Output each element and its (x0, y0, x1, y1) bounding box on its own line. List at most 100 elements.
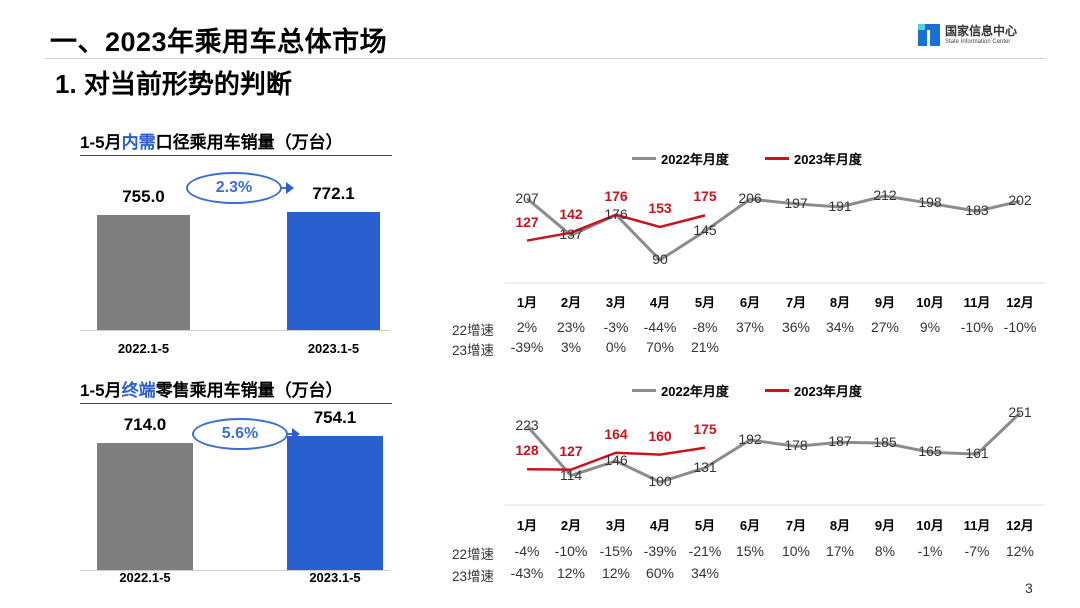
month-label: 1月 (516, 295, 538, 310)
data-label: 197 (784, 194, 808, 211)
growth-value: 70% (645, 339, 675, 355)
data-label: 192 (738, 430, 762, 447)
title-highlight: 内需 (121, 133, 156, 152)
month-label: 12月 (1006, 518, 1034, 533)
data-label: 175 (693, 188, 717, 205)
growth-value: -4% (514, 543, 540, 559)
legend-2023: 2023年月度 (765, 149, 862, 168)
month-label: 11月 (963, 295, 991, 310)
title-post: 零售乘用车销量（万台） (155, 381, 343, 400)
month-label: 3月 (605, 295, 627, 310)
data-label: 153 (648, 199, 672, 216)
data-label: 198 (918, 194, 942, 211)
bar-chart-1-title: 1-5月内需口径乘用车销量（万台） (80, 128, 392, 156)
data-label: 161 (965, 445, 989, 462)
month-label: 9月 (874, 518, 896, 533)
title-post: 口径乘用车销量（万台） (155, 133, 343, 152)
growth-value: 12% (1005, 543, 1035, 559)
month-label: 4月 (649, 295, 671, 310)
growth-value: 34% (825, 319, 855, 335)
legend-2023: 2023年月度 (765, 381, 862, 400)
row-label: 23增速 (452, 343, 495, 358)
logo-en: State Information Center (945, 38, 1011, 45)
growth-value: 36% (781, 319, 811, 335)
legend-2022: 2022年月度 (632, 381, 729, 400)
data-label: 191 (828, 197, 852, 214)
growth-value: -43% (510, 565, 544, 581)
row-label: 22增速 (452, 547, 495, 562)
bar-baseline (80, 330, 390, 331)
month-label: 5月 (694, 518, 716, 533)
bar-chart-2-title: 1-5月终端零售乘用车销量（万台） (80, 376, 392, 404)
month-label: 10月 (916, 295, 944, 310)
growth-value: -10% (1003, 319, 1037, 335)
data-label: 145 (693, 222, 717, 239)
month-label: 6月 (739, 295, 761, 310)
bar-2022 (97, 443, 193, 570)
series-line-2023年月度 (526, 213, 706, 242)
month-label: 11月 (963, 518, 991, 533)
growth-value: -39% (643, 543, 677, 559)
row-label: 22增速 (452, 323, 495, 338)
growth-value: -10% (960, 319, 994, 335)
legend-text: 2023年月度 (794, 384, 862, 399)
data-label: 176 (604, 205, 628, 222)
data-label: 251 (1008, 403, 1032, 420)
bar-category-label: 2022.1-5 (119, 570, 171, 585)
legend-text: 2022年月度 (661, 152, 729, 167)
legend-text: 2023年月度 (794, 152, 862, 167)
growth-value: -15% (599, 543, 633, 559)
growth-value: 21% (690, 339, 720, 355)
growth-value: 8% (874, 543, 896, 559)
page-number: 3 (1025, 580, 1033, 596)
arrow-head-icon (286, 182, 294, 194)
bar-value-label: 754.1 (313, 407, 357, 427)
growth-value: 15% (735, 543, 765, 559)
legend-line-red (765, 389, 789, 392)
growth-value: 12% (601, 565, 631, 581)
data-label: 146 (604, 451, 628, 468)
data-label: 187 (828, 433, 852, 450)
logo: 国家信息中心 State Information Center (918, 24, 1017, 46)
bar-2023 (287, 212, 380, 330)
growth-value: -1% (917, 543, 943, 559)
growth-value: 3% (560, 339, 582, 355)
data-label: 127 (559, 442, 583, 459)
data-label: 160 (648, 427, 672, 444)
growth-arrow (280, 187, 288, 189)
growth-value: 27% (870, 319, 900, 335)
growth-value: 10% (781, 543, 811, 559)
month-label: 8月 (829, 518, 851, 533)
bar-category-label: 2023.1-5 (307, 341, 360, 356)
growth-value: -3% (603, 319, 629, 335)
data-label: 137 (559, 226, 583, 243)
growth-value: 2% (516, 319, 538, 335)
growth-value: -44% (643, 319, 677, 335)
data-label: 223 (515, 416, 539, 433)
title-pre: 1-5月 (80, 133, 122, 152)
data-label: 114 (559, 466, 583, 483)
bar-2022 (97, 215, 190, 330)
bar-value-label: 755.0 (122, 187, 165, 206)
month-label: 5月 (694, 295, 716, 310)
data-label: 206 (738, 190, 762, 207)
legend-line-gray (632, 389, 656, 392)
legend-line-gray (632, 157, 656, 160)
data-label: 131 (693, 458, 717, 475)
data-label: 175 (693, 420, 717, 437)
data-label: 212 (873, 186, 897, 203)
growth-value: 23% (556, 319, 586, 335)
bar-value-label: 772.1 (312, 184, 355, 204)
month-label: 1月 (516, 518, 538, 533)
data-label: 100 (648, 473, 672, 489)
title-divider (45, 58, 1045, 59)
logo-icon (918, 24, 940, 46)
series-line-2022年月度 (525, 411, 1022, 484)
growth-value: 60% (645, 565, 675, 581)
month-label: 9月 (874, 295, 896, 310)
growth-value: 34% (690, 565, 720, 581)
data-label: 202 (1008, 192, 1032, 209)
data-label: 128 (515, 442, 539, 459)
month-label: 6月 (739, 518, 761, 533)
growth-value: 12% (556, 565, 586, 581)
